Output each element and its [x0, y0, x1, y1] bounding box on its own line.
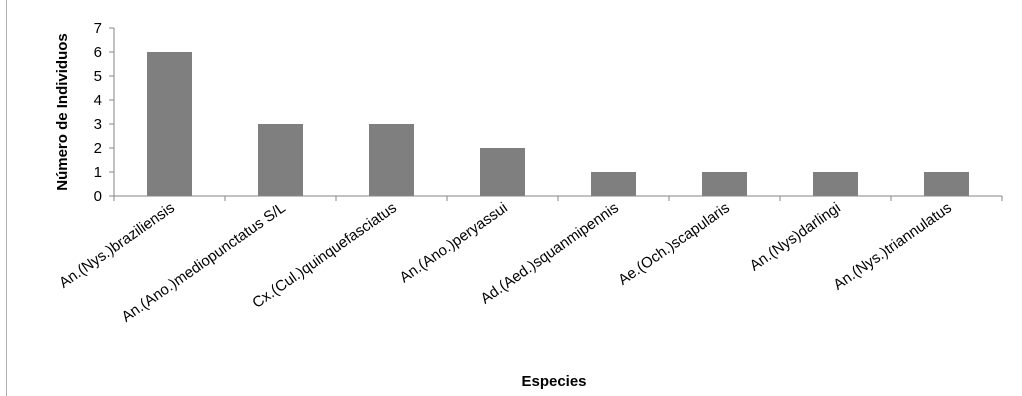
bar-4 — [480, 148, 525, 196]
bar-3 — [369, 124, 414, 196]
y-tick-label-5: 5 — [94, 68, 102, 85]
y-tick-label-1: 1 — [94, 164, 102, 181]
axes-layer — [109, 27, 1003, 201]
y-tick-label-4: 4 — [94, 92, 102, 109]
x-axis-title: Especies — [521, 373, 586, 390]
bar-8 — [924, 172, 969, 196]
bars-layer — [147, 52, 969, 196]
bar-6 — [702, 172, 747, 196]
x-category-label-7: An.(Nys)darlingi — [747, 199, 844, 274]
y-tick-label-2: 2 — [94, 140, 102, 157]
y-axis-title: Número de Individuos — [54, 33, 71, 191]
bar-1 — [147, 52, 192, 196]
y-tick-label-3: 3 — [94, 116, 102, 133]
bar-5 — [591, 172, 636, 196]
x-category-label-8: An.(Nys.)triannulatus — [830, 199, 954, 293]
bar-7 — [813, 172, 858, 196]
y-tick-label-6: 6 — [94, 44, 102, 61]
y-tick-label-7: 7 — [94, 20, 102, 37]
x-category-label-6: Ae.(Och.)scapularis — [615, 199, 733, 288]
bar-2 — [258, 124, 303, 196]
x-category-label-4: An.(Ano.)peryassui — [397, 199, 511, 286]
x-category-label-1: An.(Nys.)braziliensis — [56, 199, 178, 291]
frame-left-border — [6, 0, 7, 396]
y-tick-label-0: 0 — [94, 188, 102, 205]
